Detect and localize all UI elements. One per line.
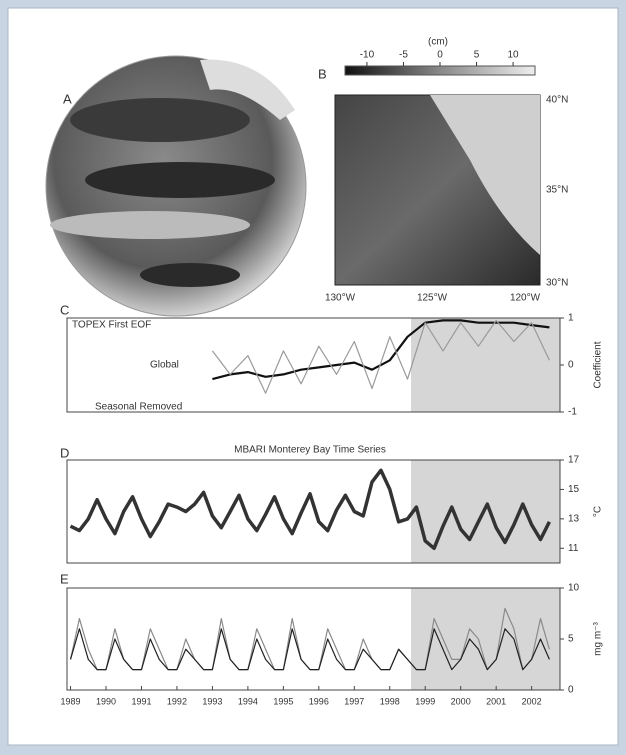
lat-label: 30°N (546, 278, 568, 289)
x-tick-label: 1994 (238, 696, 258, 706)
x-tick-label: 1991 (131, 696, 151, 706)
land (200, 59, 295, 120)
lon-label: 130°W (325, 293, 356, 304)
series-line (211, 319, 550, 394)
shaded-period (411, 318, 560, 412)
x-tick-label: 1990 (96, 696, 116, 706)
x-tick-label: 1995 (273, 696, 293, 706)
panel-label: C (60, 302, 69, 317)
y-tick-label: 0 (568, 685, 574, 696)
map-feature (50, 211, 250, 239)
y-tick-label: -1 (568, 407, 577, 418)
series-label: Global (150, 360, 179, 371)
colorbar-tick-label: -10 (360, 50, 375, 61)
series-line (69, 468, 551, 551)
y-tick-label: 1 (568, 313, 574, 324)
y-tick-label: 10 (568, 583, 580, 594)
panel-label: A (63, 91, 72, 106)
y-tick-label: 15 (568, 484, 580, 495)
x-tick-label: 1989 (61, 696, 81, 706)
series-label: Seasonal Removed (95, 402, 182, 413)
panel-label: E (60, 571, 69, 586)
x-tick-label: 1992 (167, 696, 187, 706)
series-line (212, 319, 550, 381)
series-line (69, 628, 550, 671)
x-tick-label: 1996 (309, 696, 329, 706)
lon-label: 125°W (417, 293, 448, 304)
y-tick-label: 13 (568, 513, 580, 524)
x-tick-label: 1999 (415, 696, 435, 706)
lat-label: 35°N (546, 185, 568, 196)
y-tick-label: 5 (568, 634, 574, 645)
y-axis-label: °C (593, 506, 604, 517)
colorbar (344, 65, 536, 76)
land (430, 95, 540, 255)
colorbar-tick-label: 10 (508, 50, 520, 61)
lat-label: 40°N (546, 95, 568, 106)
plot-frame (66, 459, 561, 564)
y-tick-label: 17 (568, 455, 580, 466)
y-axis-label: Coefficient (593, 341, 604, 388)
panel-label: B (318, 66, 327, 81)
x-tick-label: 1993 (202, 696, 222, 706)
x-tick-label: 2000 (451, 696, 471, 706)
lon-label: 120°W (510, 293, 541, 304)
x-tick-label: 1998 (380, 696, 400, 706)
map-feature (70, 98, 250, 142)
y-axis-label: mg m⁻³ (593, 622, 604, 656)
chart-title: MBARI Monterey Bay Time Series (234, 445, 386, 456)
x-tick-label: 1997 (344, 696, 364, 706)
y-tick-label: 0 (568, 360, 574, 371)
panel-label: D (60, 445, 69, 460)
chart-title: TOPEX First EOF (72, 320, 151, 331)
map-feature (85, 162, 275, 198)
colorbar-tick-label: 0 (437, 50, 443, 61)
map-feature (140, 263, 240, 287)
colorbar-tick-label: -5 (399, 50, 408, 61)
y-tick-label: 11 (568, 543, 579, 554)
x-tick-label: 2002 (522, 696, 542, 706)
shaded-period (411, 588, 560, 690)
colorbar-label: (cm) (428, 37, 448, 48)
x-tick-label: 2001 (486, 696, 506, 706)
colorbar-tick-label: 5 (474, 50, 480, 61)
